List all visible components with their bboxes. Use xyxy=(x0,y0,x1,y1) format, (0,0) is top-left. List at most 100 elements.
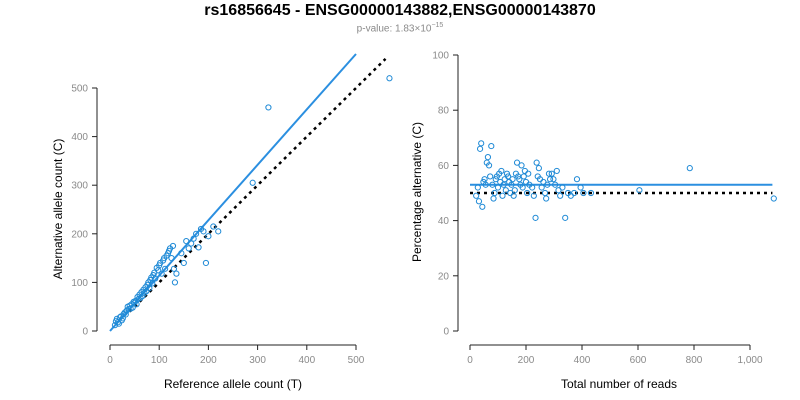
right-xlabel: Total number of reads xyxy=(561,377,677,391)
data-point xyxy=(491,189,498,197)
data-point xyxy=(482,181,489,188)
data-point xyxy=(524,189,531,197)
data-point xyxy=(532,214,539,221)
data-point xyxy=(137,294,144,302)
y-tick-label: 80 xyxy=(438,106,450,117)
data-point xyxy=(502,187,509,194)
data-point xyxy=(210,223,217,230)
p-value-exponent: −15 xyxy=(431,22,444,29)
data-point xyxy=(530,192,537,199)
data-point xyxy=(544,181,551,188)
data-point xyxy=(485,162,493,169)
data-point xyxy=(520,173,527,180)
data-point xyxy=(499,192,506,199)
data-point xyxy=(525,170,532,177)
data-point xyxy=(557,192,564,199)
data-point xyxy=(185,245,192,252)
y-tick-label: 500 xyxy=(71,84,88,95)
data-point xyxy=(545,170,553,177)
y-tick-label: 100 xyxy=(432,51,449,62)
data-point xyxy=(511,187,518,194)
data-point xyxy=(171,279,179,286)
data-point xyxy=(195,244,202,251)
data-point xyxy=(571,189,578,197)
p-value-text: p-value: 1.83×10 xyxy=(356,23,432,35)
data-point xyxy=(152,275,159,282)
percentage-alternative-scatter-plot: Total number of reads Percentage alterna… xyxy=(410,51,777,391)
data-point xyxy=(492,176,499,183)
data-point xyxy=(562,214,569,221)
p-value-subtitle: p-value: 1.83×10−15 xyxy=(0,22,800,34)
data-point xyxy=(265,104,272,111)
data-point xyxy=(518,162,525,169)
data-point xyxy=(475,198,483,205)
data-point xyxy=(550,176,557,183)
data-point xyxy=(178,250,185,257)
data-point xyxy=(122,311,129,318)
data-point xyxy=(478,140,485,147)
data-point xyxy=(498,167,505,175)
reference-dotted-line xyxy=(128,57,387,313)
data-point xyxy=(509,176,516,183)
x-tick-label: 300 xyxy=(249,355,266,366)
data-point xyxy=(489,181,496,188)
data-point xyxy=(538,184,545,191)
data-point xyxy=(494,184,502,191)
data-point xyxy=(488,142,495,150)
data-point xyxy=(548,170,555,177)
data-point xyxy=(133,301,140,308)
data-point xyxy=(149,280,156,287)
data-point xyxy=(636,187,643,194)
x-tick-label: 500 xyxy=(348,355,365,366)
x-tick-label: 1,000 xyxy=(737,355,762,366)
data-point xyxy=(535,165,542,172)
data-point xyxy=(162,265,169,272)
data-point xyxy=(559,184,566,191)
fit-line xyxy=(109,53,357,332)
data-point xyxy=(770,195,777,202)
data-point xyxy=(386,75,393,82)
data-point xyxy=(119,315,126,322)
data-point xyxy=(500,181,507,188)
data-point xyxy=(516,176,523,183)
data-point xyxy=(481,176,488,183)
x-tick-label: 200 xyxy=(200,355,217,366)
data-point xyxy=(686,165,693,172)
y-tick-label: 200 xyxy=(71,229,88,240)
data-point xyxy=(141,289,148,297)
data-point xyxy=(476,145,484,152)
data-point xyxy=(484,154,492,161)
allele-count-scatter-plot: Reference allele count (T) Alternative a… xyxy=(51,53,393,391)
data-point xyxy=(249,179,256,186)
y-tick-label: 400 xyxy=(71,132,88,143)
x-tick-label: 400 xyxy=(574,355,591,366)
data-point xyxy=(580,189,587,197)
right-ylabel: Percentage alternative (C) xyxy=(410,122,424,262)
data-point xyxy=(487,173,494,180)
data-point xyxy=(200,228,207,235)
data-point xyxy=(541,189,549,197)
data-point xyxy=(158,270,165,277)
data-point xyxy=(190,235,197,242)
y-tick-label: 0 xyxy=(82,327,88,338)
data-point xyxy=(510,192,517,199)
data-point xyxy=(553,167,560,175)
data-point xyxy=(173,270,180,277)
data-point xyxy=(146,285,153,292)
data-point xyxy=(513,159,521,166)
data-point xyxy=(215,228,222,235)
data-point xyxy=(533,159,540,166)
data-point xyxy=(188,240,195,247)
y-tick-label: 0 xyxy=(443,327,449,338)
y-tick-label: 40 xyxy=(438,216,450,227)
x-tick-label: 600 xyxy=(630,355,647,366)
data-point xyxy=(577,184,584,191)
data-point xyxy=(587,189,595,197)
y-tick-label: 100 xyxy=(71,278,88,289)
data-point xyxy=(168,255,175,262)
x-tick-label: 400 xyxy=(298,355,315,366)
data-point xyxy=(519,184,526,191)
data-point xyxy=(552,181,559,188)
x-tick-label: 0 xyxy=(107,355,113,366)
data-point xyxy=(508,181,515,188)
